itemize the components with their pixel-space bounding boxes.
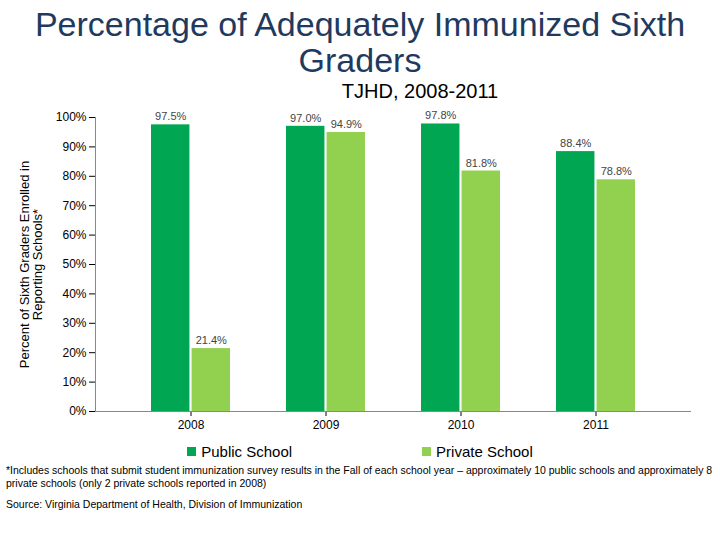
html-text:Source: Virginia Department of: Source: Virginia Department of Health, D…	[6, 498, 303, 510]
svg-text:70%: 70%	[62, 199, 86, 213]
svg-text:60%: 60%	[62, 228, 86, 242]
svg-text:Percent of Sixth Graders Enrol: Percent of Sixth Graders Enrolled inRepo…	[17, 161, 45, 368]
html-text:Percentage of Adequately Immun: Percentage of Adequately Immunized Sixth…	[34, 5, 686, 79]
svg-text:100%: 100%	[56, 110, 87, 124]
svg-text:0%: 0%	[69, 404, 87, 418]
html-text:Public School: Public School	[201, 443, 293, 460]
svg-text:78.8%: 78.8%	[601, 165, 632, 177]
svg-text:80%: 80%	[62, 169, 86, 183]
svg-text:30%: 30%	[62, 316, 86, 330]
svg-text:97.8%: 97.8%	[425, 109, 456, 121]
svg-text:2010: 2010	[448, 418, 475, 432]
html-text:*Includes schools that submit: *Includes schools that submit student im…	[6, 464, 713, 489]
svg-text:97.5%: 97.5%	[155, 110, 186, 122]
svg-text:97.0%: 97.0%	[290, 112, 321, 124]
svg-text:10%: 10%	[62, 375, 86, 389]
svg-text:40%: 40%	[62, 287, 86, 301]
svg-text:20%: 20%	[62, 346, 86, 360]
svg-text:94.9%: 94.9%	[331, 118, 362, 130]
svg-text:21.4%: 21.4%	[196, 334, 227, 346]
html-text:TJHD, 2008-2011: TJHD, 2008-2011	[341, 80, 499, 102]
svg-text:81.8%: 81.8%	[466, 157, 497, 169]
html-text:Private School: Private School	[436, 443, 533, 460]
svg-text:2011: 2011	[583, 418, 609, 432]
svg-text:2009: 2009	[313, 418, 340, 432]
svg-text:88.4%: 88.4%	[560, 137, 591, 149]
svg-text:50%: 50%	[62, 257, 86, 271]
svg-text:90%: 90%	[62, 140, 86, 154]
svg-text:2008: 2008	[178, 418, 205, 432]
